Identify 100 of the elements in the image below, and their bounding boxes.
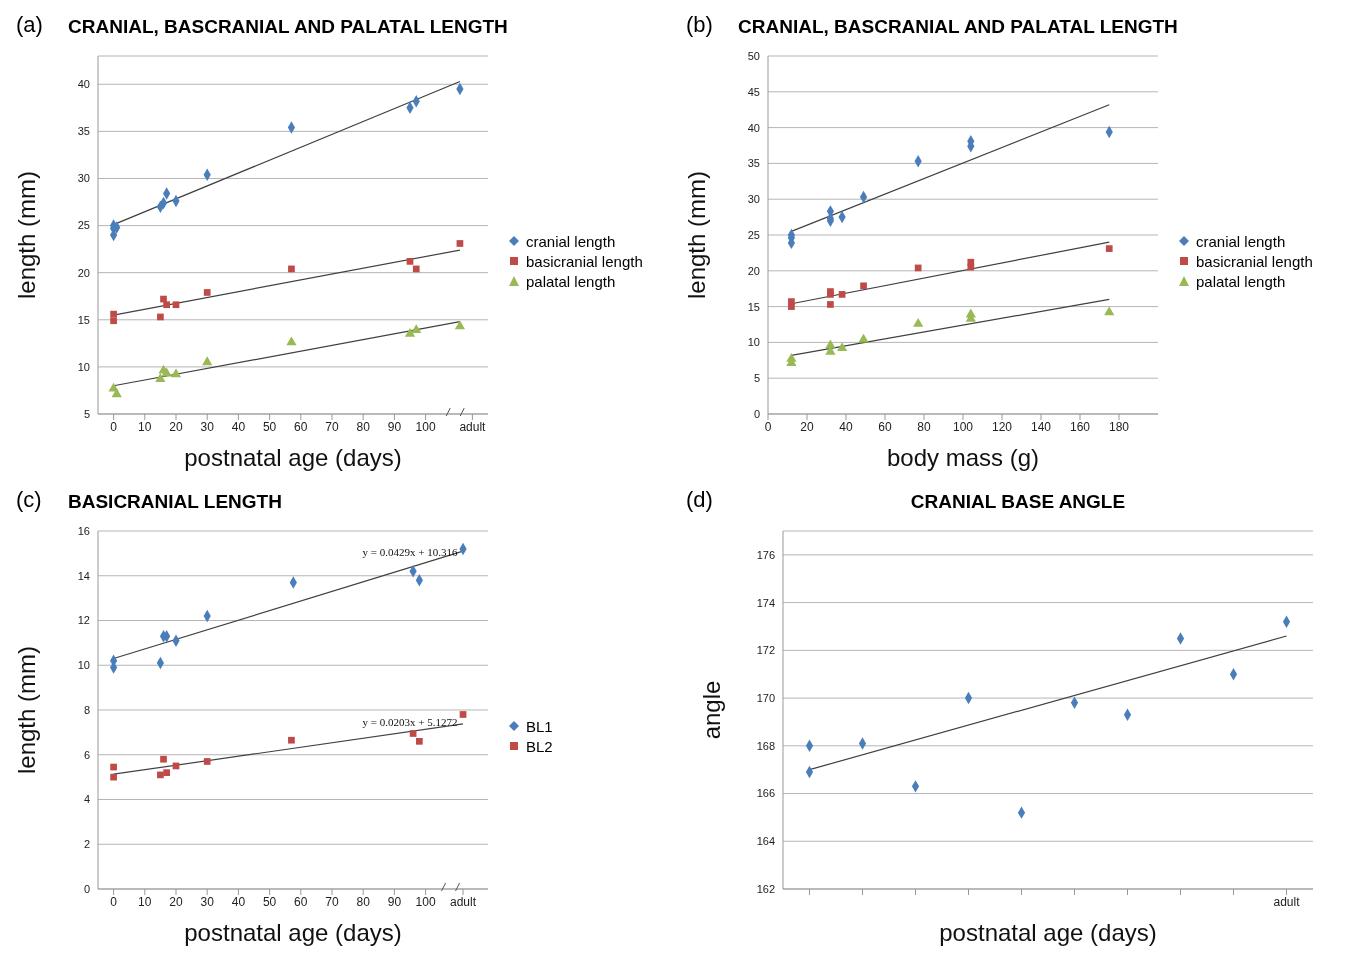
y-tick-label: 10 <box>77 360 90 373</box>
legend-label: basicranial length <box>1196 252 1313 270</box>
point <box>1105 245 1113 252</box>
text: (a) <box>16 12 43 38</box>
x-tick-label: 60 <box>294 894 308 909</box>
y-tick-label: 35 <box>77 125 90 138</box>
legend-label: cranial length <box>1196 232 1286 250</box>
point <box>412 265 420 273</box>
x-tick-label: 160 <box>1069 419 1091 434</box>
y-tick-label: 5 <box>83 407 90 420</box>
point <box>416 737 423 745</box>
y-tick-label: 20 <box>747 264 760 277</box>
x-tick-label: 10 <box>138 894 152 909</box>
point <box>110 317 117 325</box>
point <box>913 317 924 327</box>
legend-label: palatal length <box>1196 272 1286 290</box>
annotation: y = 0.0429x + 10.316 <box>362 546 458 559</box>
point <box>459 711 467 718</box>
x-tick-label: 60 <box>878 419 892 434</box>
y-tick-label: 30 <box>77 172 90 185</box>
y-tick-label: 25 <box>77 219 90 232</box>
y-axis-title: angle <box>697 680 725 740</box>
x-tick-label: 120 <box>991 419 1013 434</box>
point <box>110 763 117 771</box>
text: (d) <box>686 487 713 513</box>
point <box>163 301 170 309</box>
y-tick-label: 168 <box>756 739 775 752</box>
y-tick-label: 164 <box>756 835 775 848</box>
x-axis-title: postnatal age (days) <box>939 919 1157 946</box>
y-axis-title: length (mm) <box>12 645 40 775</box>
point <box>967 263 975 271</box>
point <box>411 324 422 334</box>
point <box>838 291 846 298</box>
x-tick-label: adult <box>459 419 487 434</box>
x-tick-label: 140 <box>1030 419 1052 434</box>
x-axis-title: postnatal age (days) <box>184 919 402 946</box>
text: (c) <box>16 487 42 513</box>
y-tick-label: 25 <box>747 228 760 241</box>
x-tick-label: 20 <box>169 419 183 434</box>
y-tick-label: 45 <box>747 85 760 98</box>
point <box>172 301 180 309</box>
point <box>409 730 417 737</box>
y-tick-label: 2 <box>83 838 90 851</box>
x-tick-label: 100 <box>952 419 974 434</box>
y-tick-label: 166 <box>756 787 775 800</box>
x-tick-label: 30 <box>200 894 215 909</box>
point <box>288 265 295 273</box>
y-tick-label: 50 <box>747 49 760 62</box>
x-tick-label: 70 <box>325 894 339 909</box>
legend-label: palatal length <box>526 272 616 290</box>
y-tick-label: 35 <box>747 157 760 170</box>
x-tick-label: 80 <box>356 894 371 909</box>
point <box>160 755 167 763</box>
x-tick-label: 60 <box>294 419 308 434</box>
x-tick-label: 50 <box>262 419 277 434</box>
x-tick-label: 80 <box>356 419 371 434</box>
x-tick-label: 10 <box>138 419 152 434</box>
point <box>155 373 166 383</box>
x-tick-label: 40 <box>231 419 246 434</box>
text: (b) <box>686 12 713 38</box>
y-tick-label: 12 <box>77 614 90 627</box>
x-tick-label: 50 <box>262 894 277 909</box>
y-tick-label: 40 <box>77 78 90 91</box>
y-tick-label: 0 <box>753 407 760 420</box>
y-tick-label: 30 <box>747 193 760 206</box>
x-tick-label: 80 <box>917 419 931 434</box>
y-tick-label: 4 <box>83 793 90 806</box>
x-tick-label: adult <box>450 894 477 909</box>
x-tick-label: adult <box>1273 894 1301 909</box>
y-tick-label: 162 <box>756 882 775 895</box>
y-tick-label: 176 <box>756 548 775 561</box>
x-tick-label: 90 <box>387 894 402 909</box>
y-tick-label: 15 <box>747 300 760 313</box>
legend-label: basicranial length <box>526 252 643 270</box>
y-tick-label: 170 <box>756 691 775 704</box>
point <box>1104 306 1115 316</box>
point <box>110 773 117 781</box>
y-tick-label: 15 <box>77 313 90 326</box>
point <box>837 342 848 352</box>
chart-title: CRANIAL BASE ANGLE <box>909 490 1127 514</box>
chart-title: CRANIAL, BASCRANIAL AND PALATAL LENGTH <box>68 15 508 39</box>
point <box>157 313 164 321</box>
chart-title: CRANIAL, BASCRANIAL AND PALATAL LENGTH <box>738 15 1178 39</box>
x-tick-label: 30 <box>200 419 215 434</box>
y-tick-label: 8 <box>83 703 90 716</box>
point <box>860 282 867 290</box>
x-tick-label: 20 <box>800 419 814 434</box>
x-tick-label: 0 <box>110 894 118 909</box>
y-tick-label: 0 <box>83 882 90 895</box>
point <box>788 303 795 310</box>
y-tick-label: 10 <box>747 336 760 349</box>
y-tick-label: 16 <box>77 524 90 537</box>
x-tick-label: 100 <box>415 894 436 909</box>
point <box>404 328 416 337</box>
point <box>203 758 211 765</box>
x-tick-label: 20 <box>169 894 183 909</box>
point <box>288 736 295 744</box>
x-tick-label: 40 <box>839 419 853 434</box>
point <box>110 310 117 318</box>
point <box>111 388 122 398</box>
